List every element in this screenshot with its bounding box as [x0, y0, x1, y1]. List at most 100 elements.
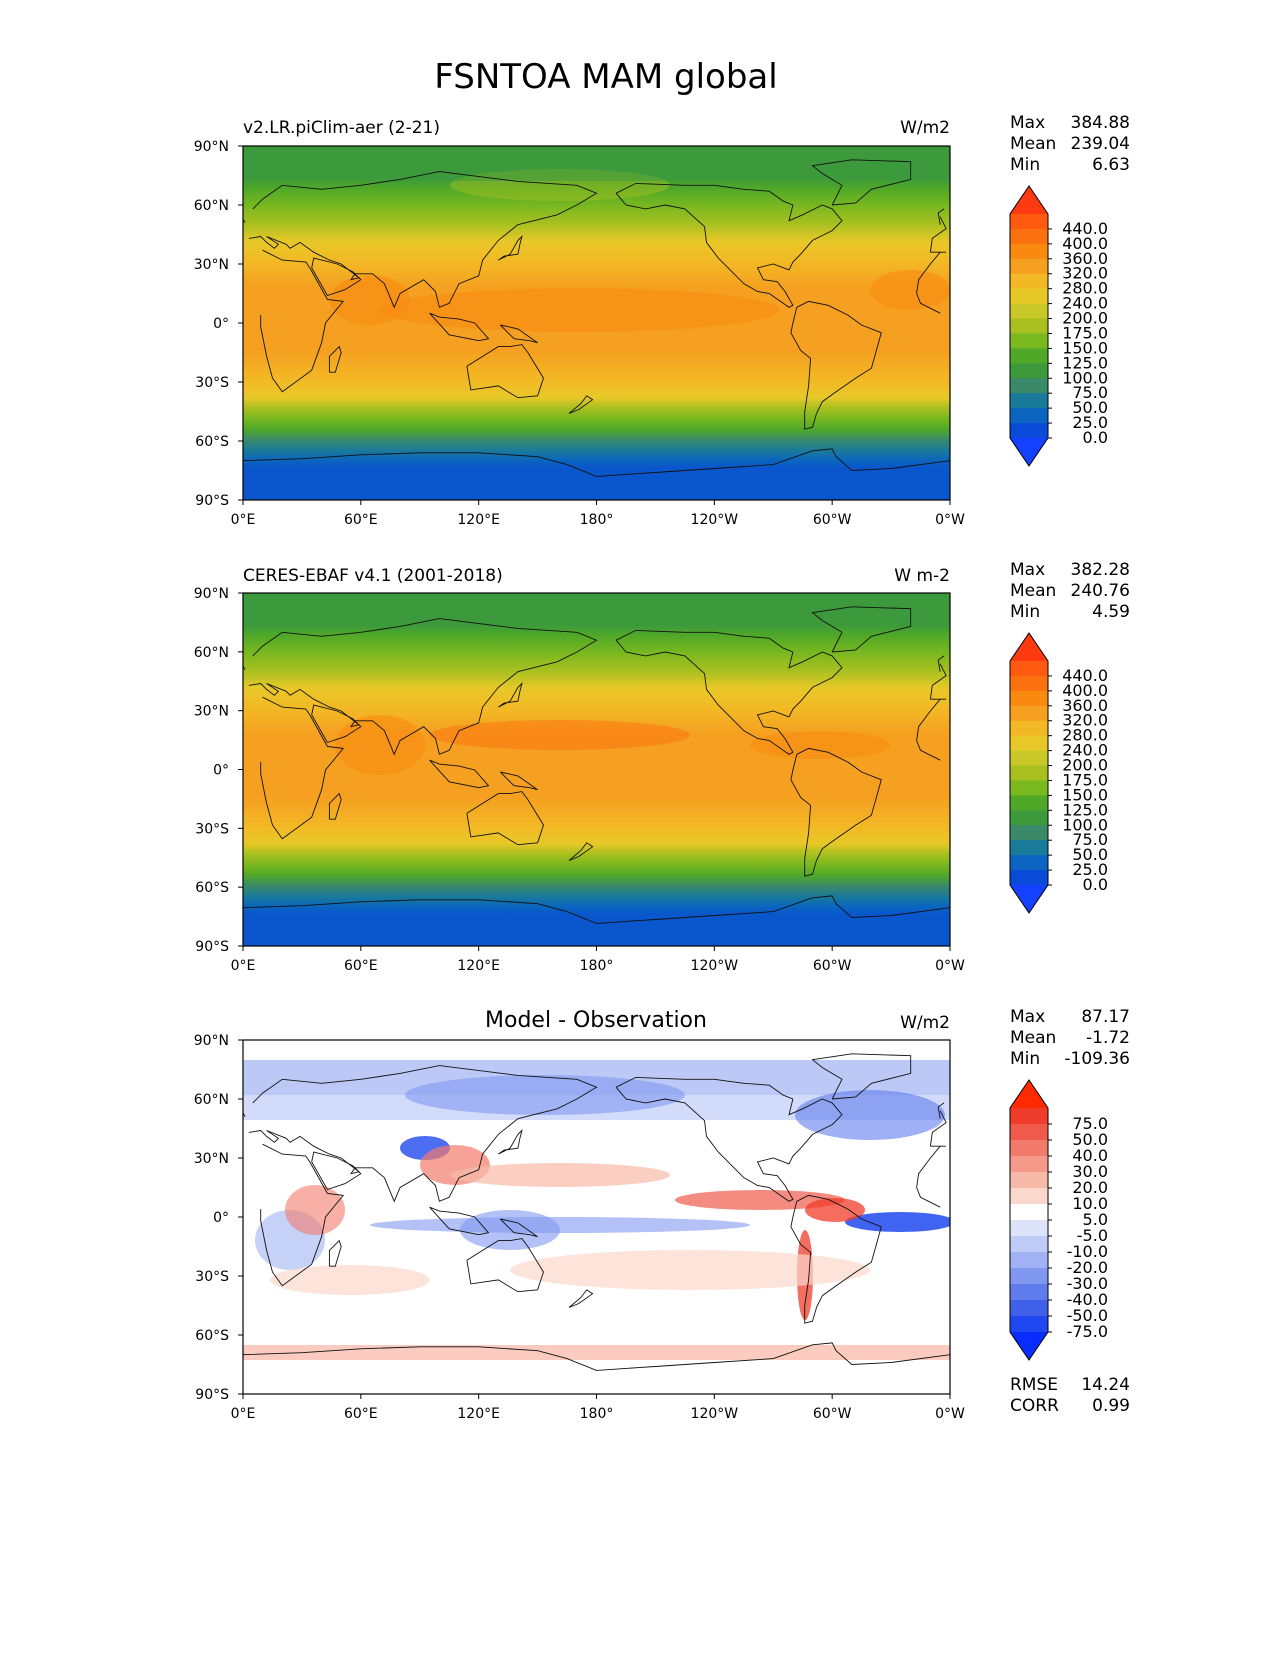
stat-corr-value: 0.99 — [1092, 1396, 1130, 1416]
colorbar-tick-label: 50.0 — [1072, 845, 1108, 864]
colorbar-segment — [1010, 1188, 1048, 1205]
colorbar-tick-label: 360.0 — [1062, 696, 1108, 715]
coastline-arabia — [311, 704, 362, 744]
colorbar-segment — [1010, 840, 1048, 856]
colorbar-segment — [1010, 318, 1048, 335]
panel-3-region-pos — [450, 1163, 670, 1187]
coastline-australia — [466, 791, 544, 846]
panel-2-anomaly — [430, 720, 690, 750]
x-tick-label: 60°W — [813, 512, 852, 528]
coastline-japan — [498, 682, 523, 708]
coastline-new-zealand — [568, 1289, 594, 1308]
stat-max-value: 87.17 — [1081, 1007, 1130, 1027]
panel-observation: CERES-EBAF v4.1 (2001-2018) W m-2 90°N 60… — [194, 566, 965, 974]
colorbar-panel-1: 440.0400.0360.0320.0280.0240.0200.0175.0… — [1009, 185, 1108, 467]
y-tick-label: 0° — [213, 316, 229, 332]
coastline-indonesia — [429, 1206, 490, 1236]
colorbar-segment — [1010, 705, 1048, 722]
y-tick-label: 30°N — [194, 704, 229, 720]
panel-3-region-pos — [805, 1198, 865, 1222]
colorbar-tick-label: -30.0 — [1067, 1274, 1108, 1293]
coastline-n-america — [615, 629, 843, 755]
colorbar-tick-label: 440.0 — [1062, 219, 1108, 238]
colorbar-segment — [1010, 303, 1048, 320]
panel-3-region-pos — [285, 1185, 345, 1235]
coastline-madagascar — [328, 792, 342, 820]
colorbar-segment — [1010, 690, 1048, 707]
coastline-s-america — [790, 300, 882, 430]
panel-3-negative-regions — [243, 1060, 950, 1270]
stat-max-label: Max — [1010, 1007, 1045, 1027]
coastline-australia — [466, 344, 544, 399]
coastline-new-zealand — [568, 395, 594, 414]
colorbar-segment — [1010, 258, 1048, 275]
y-tick-label: 30°S — [195, 821, 229, 837]
panel-3-region-pos — [675, 1190, 845, 1210]
coastline-s-america — [790, 1194, 882, 1324]
colorbar-tick-label: 30.0 — [1072, 1162, 1108, 1181]
coastline-japan — [498, 235, 523, 261]
colorbar-segment — [1010, 393, 1048, 409]
colorbar-extend-max — [1010, 633, 1048, 661]
coastline-eurasia — [248, 1065, 947, 1203]
panel-2-field — [243, 593, 950, 946]
stat-corr-label: CORR — [1010, 1396, 1059, 1416]
y-tick-label: 30°N — [194, 257, 229, 273]
coastline-africa — [260, 249, 941, 393]
y-tick-label: 30°S — [195, 1269, 229, 1285]
colorbar-panel-3: 75.050.040.030.020.010.05.0-5.0-10.0-20.… — [1009, 1079, 1108, 1361]
y-tick-label: 0° — [213, 763, 229, 779]
panel-1-arctic — [243, 146, 950, 181]
stat-min-label: Min — [1010, 1049, 1040, 1069]
panel-1-title: v2.LR.piClim-aer (2-21) — [243, 118, 440, 138]
x-tick-label: 180° — [580, 512, 614, 528]
y-tick-label: 0° — [213, 1210, 229, 1226]
colorbar-tick-label: 40.0 — [1072, 1146, 1108, 1165]
x-tick-label: 60°E — [344, 1406, 378, 1422]
y-tick-label: 90°N — [194, 586, 229, 602]
colorbar-segment — [1010, 675, 1048, 692]
stat-min-value: 6.63 — [1092, 155, 1130, 175]
colorbar-segment — [1010, 735, 1048, 752]
stat-max-value: 382.28 — [1071, 560, 1130, 580]
panel-3-region-pos — [270, 1265, 430, 1295]
colorbar-tick-label: -75.0 — [1067, 1322, 1108, 1341]
x-tick-label: 0°W — [935, 1406, 965, 1422]
colorbar-tick-label: 20.0 — [1072, 1178, 1108, 1197]
colorbar-tick-label: 25.0 — [1072, 413, 1108, 432]
colorbar-tick-label: -5.0 — [1077, 1226, 1108, 1245]
colorbar-segment — [1010, 765, 1048, 782]
colorbar-segment — [1010, 1300, 1048, 1317]
x-tick-label: 60°W — [813, 958, 852, 974]
colorbar-segment — [1010, 273, 1048, 290]
y-tick-label: 60°N — [194, 198, 229, 214]
x-tick-label: 120°W — [691, 512, 739, 528]
colorbar-tick-label: 280.0 — [1062, 726, 1108, 745]
stats-panel-1: Max 384.88 Mean 239.04 Min 6.63 — [1010, 113, 1130, 175]
panel-3-region-neg — [795, 1090, 945, 1140]
y-tick-label: 90°N — [194, 1033, 229, 1049]
y-tick-label: 90°S — [195, 939, 229, 955]
colorbar-segment — [1010, 780, 1048, 796]
stat-min-label: Min — [1010, 602, 1040, 622]
colorbar-panel-2: 440.0400.0360.0320.0280.0240.0200.0175.0… — [1009, 632, 1108, 914]
colorbar-segment — [1010, 243, 1048, 260]
coastline-greenland — [811, 1053, 912, 1100]
stat-min-value: -109.36 — [1064, 1049, 1130, 1069]
coastline-madagascar — [328, 345, 342, 373]
colorbar-segment — [1010, 1220, 1048, 1237]
colorbar-segment — [1010, 363, 1048, 379]
colorbar-tick-label: 175.0 — [1062, 323, 1108, 342]
y-tick-label: 90°S — [195, 1387, 229, 1403]
panel-3-units: W/m2 — [900, 1013, 950, 1033]
coastline-madagascar — [328, 1239, 342, 1267]
panel-2-anomaly — [335, 715, 425, 775]
colorbar-tick-label: 150.0 — [1062, 338, 1108, 357]
colorbar-tick-label: 320.0 — [1062, 711, 1108, 730]
colorbar-segment — [1010, 1172, 1048, 1189]
colorbar-segment — [1010, 855, 1048, 871]
stat-min-value: 4.59 — [1092, 602, 1130, 622]
coastline-africa — [260, 1143, 941, 1287]
colorbar-segment — [1010, 423, 1048, 439]
colorbar-tick-label: 150.0 — [1062, 785, 1108, 804]
